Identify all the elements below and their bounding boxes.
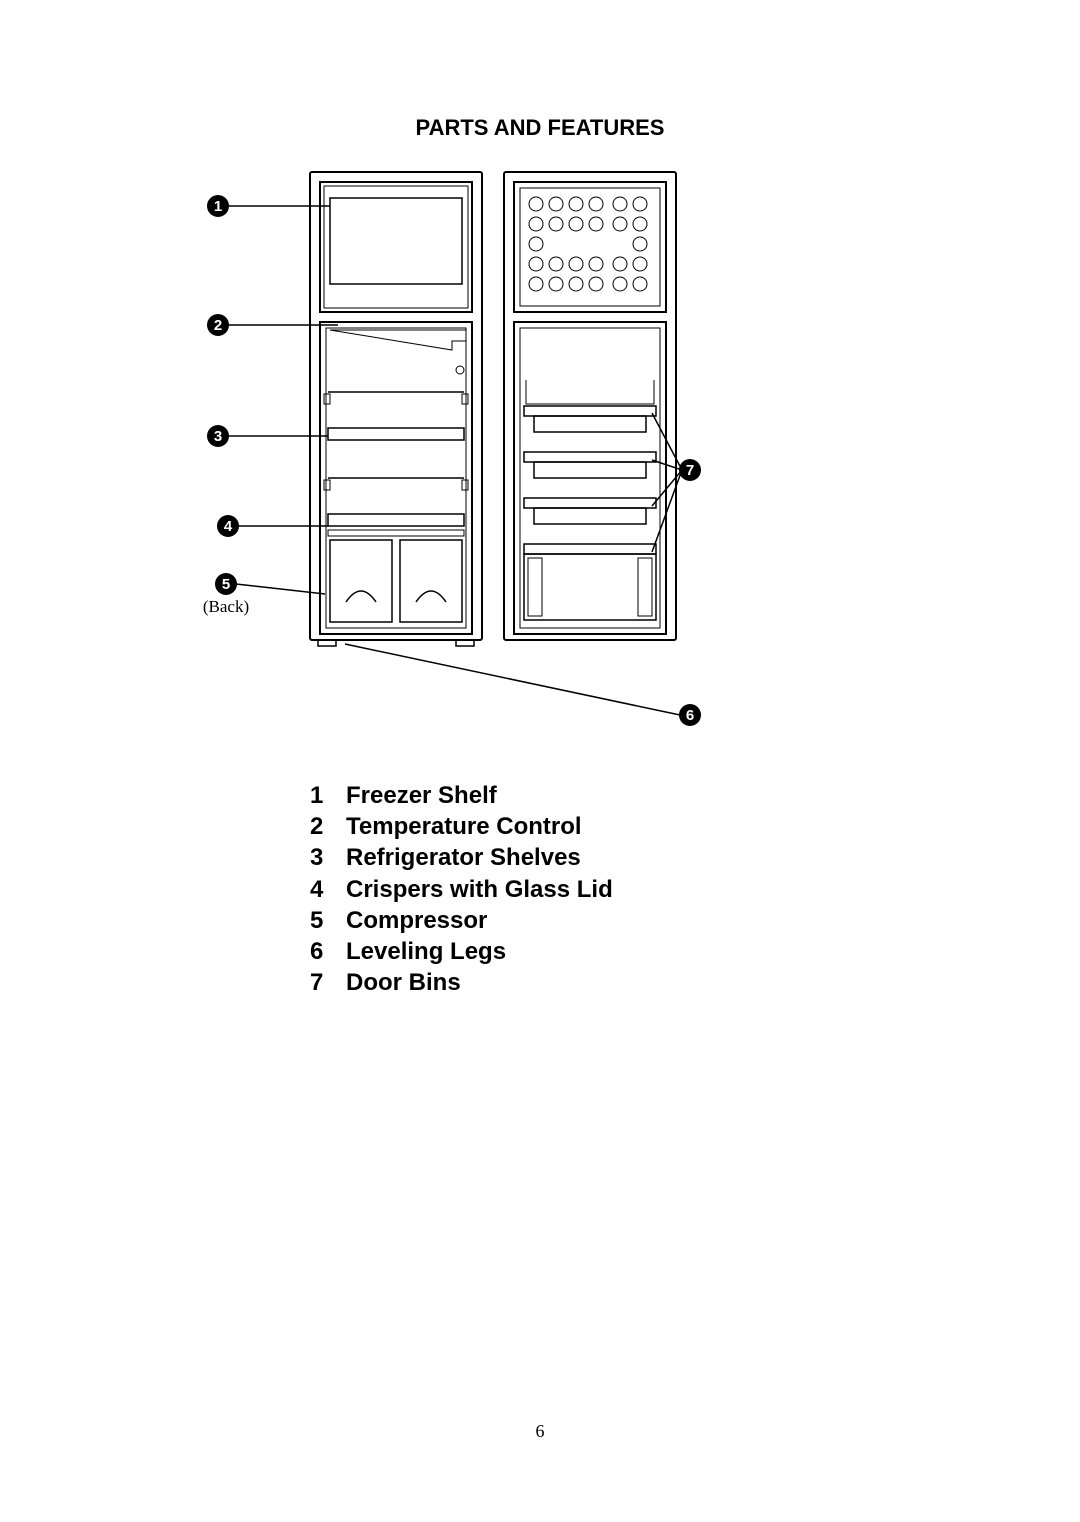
svg-text:7: 7 (686, 462, 694, 479)
parts-diagram: 1 2 3 4 5 (Back) 6 7 (190, 160, 720, 760)
legend-number: 5 (310, 905, 346, 936)
svg-text:4: 4 (224, 518, 233, 535)
svg-text:5: 5 (222, 576, 230, 593)
legend-number: 6 (310, 936, 346, 967)
door-bins (524, 380, 656, 620)
temperature-control (330, 330, 466, 350)
glass-lid (328, 530, 464, 536)
legend-row: 1Freezer Shelf (310, 780, 613, 811)
page-number: 6 (0, 1421, 1080, 1442)
legend-label: Crispers with Glass Lid (346, 874, 613, 905)
legend-label: Refrigerator Shelves (346, 842, 581, 873)
legend-label: Leveling Legs (346, 936, 506, 967)
legend-label: Freezer Shelf (346, 780, 497, 811)
legend-row: 7Door Bins (310, 967, 613, 998)
refrigerator-shelves (324, 392, 468, 526)
legend-row: 3Refrigerator Shelves (310, 842, 613, 873)
fridge-svg: 1 2 3 4 5 (Back) 6 7 (190, 160, 720, 760)
fridge-outline (310, 172, 482, 640)
svg-text:(Back): (Back) (203, 597, 249, 616)
freezer-inner (324, 186, 468, 308)
legend-row: 5Compressor (310, 905, 613, 936)
callouts: 1 2 3 4 5 (Back) 6 7 (203, 195, 701, 726)
legend-row: 6Leveling Legs (310, 936, 613, 967)
legend-label: Compressor (346, 905, 487, 936)
legend-number: 3 (310, 842, 346, 873)
page-title: PARTS AND FEATURES (0, 115, 1080, 141)
temp-knob (456, 366, 464, 374)
legend-number: 4 (310, 874, 346, 905)
legend-label: Door Bins (346, 967, 461, 998)
svg-text:2: 2 (214, 317, 222, 334)
egg-tray (529, 197, 647, 291)
svg-text:6: 6 (686, 707, 694, 724)
legend-number: 1 (310, 780, 346, 811)
page: PARTS AND FEATURES (0, 0, 1080, 1522)
crispers (330, 540, 462, 622)
freezer-compartment (320, 182, 472, 312)
legend-number: 7 (310, 967, 346, 998)
freezer-shelf (330, 198, 462, 284)
legend-label: Temperature Control (346, 811, 582, 842)
svg-text:1: 1 (214, 198, 222, 215)
legend-row: 2Temperature Control (310, 811, 613, 842)
parts-legend: 1Freezer Shelf2Temperature Control3Refri… (310, 780, 613, 998)
svg-text:3: 3 (214, 428, 222, 445)
legend-number: 2 (310, 811, 346, 842)
legend-row: 4Crispers with Glass Lid (310, 874, 613, 905)
